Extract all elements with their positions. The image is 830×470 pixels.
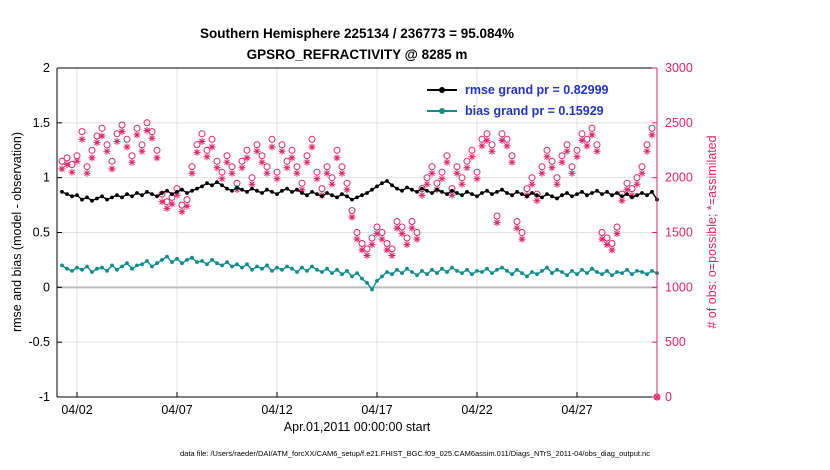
- svg-text:04/17: 04/17: [361, 403, 392, 417]
- svg-text:-1: -1: [39, 390, 50, 404]
- title-line-1: Southern Hemisphere 225134 / 236773 = 95…: [199, 26, 515, 41]
- svg-text:1.5: 1.5: [33, 116, 50, 130]
- chart-title: Southern Hemisphere 225134 / 236773 = 95…: [57, 24, 657, 66]
- svg-text:0: 0: [665, 390, 672, 404]
- title-line-2: GPSRO_REFRACTIVITY @ 8285 m: [246, 46, 468, 62]
- svg-text:04/02: 04/02: [61, 403, 92, 417]
- svg-text:1500: 1500: [665, 226, 693, 240]
- rmse-line-sample-icon: [427, 87, 457, 93]
- svg-text:2500: 2500: [665, 116, 693, 130]
- legend-row-rmse: rmse grand pr = 0.82999: [427, 82, 608, 98]
- svg-text:1: 1: [43, 171, 50, 185]
- bias-line-sample-icon: [427, 108, 457, 114]
- data-file-caption: data file: /Users/raeder/DAI/ATM_forcXX/…: [180, 449, 650, 458]
- right-axis-label: # of obs: o=possible; *=assimilated: [705, 135, 719, 329]
- legend-label-rmse: rmse grand pr = 0.82999: [465, 83, 609, 97]
- svg-text:3000: 3000: [665, 61, 693, 75]
- svg-text:04/07: 04/07: [161, 403, 192, 417]
- svg-text:04/27: 04/27: [561, 403, 592, 417]
- legend: rmse grand pr = 0.82999 bias grand pr = …: [427, 82, 608, 119]
- svg-text:2: 2: [43, 61, 50, 75]
- rmse-marker-icon: [439, 87, 445, 93]
- x-axis-label: Apr.01,2011 00:00:00 start: [283, 420, 431, 434]
- svg-text:-0.5: -0.5: [28, 335, 50, 349]
- svg-text:0: 0: [43, 280, 50, 294]
- svg-text:0.5: 0.5: [33, 226, 50, 240]
- legend-row-bias: bias grand pr = 0.15929: [427, 103, 608, 119]
- legend-label-bias: bias grand pr = 0.15929: [465, 104, 604, 118]
- svg-text:04/22: 04/22: [461, 403, 492, 417]
- svg-text:2000: 2000: [665, 171, 693, 185]
- left-axis-label: rmse and bias (model - observation): [10, 131, 24, 333]
- svg-text:04/12: 04/12: [261, 403, 292, 417]
- svg-text:500: 500: [665, 335, 686, 349]
- svg-text:1000: 1000: [665, 280, 693, 294]
- bias-marker-icon: [439, 108, 445, 114]
